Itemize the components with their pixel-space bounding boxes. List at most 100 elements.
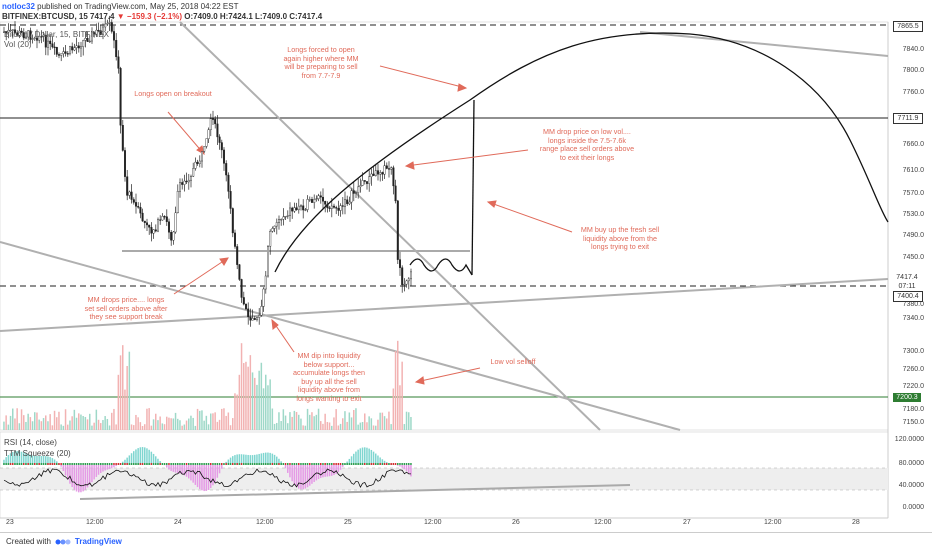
squeeze-dot	[20, 463, 23, 465]
squeeze-dot	[397, 463, 399, 465]
volume-bar	[324, 413, 326, 430]
ttm-bar	[3, 459, 5, 465]
ttm-bar	[221, 465, 223, 469]
candle-body	[174, 212, 177, 233]
candle-body	[7, 30, 10, 33]
ttm-bar	[137, 448, 139, 465]
ttm-bar	[207, 465, 210, 490]
ttm-bar	[300, 465, 302, 490]
squeeze-dot	[221, 463, 223, 465]
ttm-bar	[31, 455, 34, 465]
volume-bar	[372, 425, 375, 430]
note-mm-buy-fresh[interactable]: MM buy up the fresh sell liquidity above…	[580, 225, 660, 252]
ttm-bar	[236, 454, 238, 465]
volume-bar	[302, 425, 304, 430]
squeeze-dot	[333, 463, 335, 465]
ttm-bar	[36, 455, 38, 465]
last-price: 7417.4	[90, 12, 115, 21]
ttm-legend-row[interactable]: TTM Squeeze (20)	[4, 448, 71, 459]
candle-body	[311, 199, 314, 203]
series-title[interactable]: Bitcoin / Dollar, 15, BITFINEX	[4, 30, 109, 39]
ttm-bar	[267, 452, 269, 465]
time-label: 24	[174, 519, 182, 526]
price-label: 7300.0	[902, 348, 924, 355]
rising-trendline[interactable]	[0, 278, 889, 332]
price-candles[interactable]	[3, 15, 413, 327]
volume-bar	[25, 421, 27, 430]
candle-body	[86, 38, 89, 42]
volume-bar	[240, 343, 243, 430]
candle-body	[328, 207, 331, 209]
candle-body	[227, 174, 230, 192]
volume-bar	[293, 410, 296, 430]
squeeze-dot	[258, 463, 260, 465]
squeeze-dot	[295, 463, 298, 465]
volume-bar	[278, 412, 280, 430]
candle-body	[282, 216, 285, 220]
falling-trendline-upper[interactable]	[179, 21, 601, 431]
note-longs-breakout[interactable]: Longs open on breakout	[134, 89, 212, 98]
squeeze-dot	[379, 463, 381, 465]
ttm-bar	[199, 465, 201, 489]
ttm-bar	[18, 451, 21, 465]
squeeze-dot	[403, 463, 406, 465]
squeeze-dot	[276, 463, 278, 465]
volume-bar	[392, 388, 395, 430]
ttm-bar	[247, 454, 249, 465]
author-link[interactable]: notloc32	[2, 2, 35, 11]
ttm-bar	[262, 452, 265, 465]
candle-body	[117, 56, 120, 69]
squeeze-dot	[47, 463, 49, 465]
ttm-bar	[245, 454, 247, 465]
price-chart[interactable]	[0, 0, 932, 532]
note-low-vol-selloff[interactable]: Low vol selloff	[490, 357, 536, 366]
candle-body	[145, 222, 148, 226]
ttm-bar	[234, 455, 236, 465]
ttm-bar	[80, 465, 82, 493]
price-label: 7570.0	[902, 190, 924, 197]
top-trendline[interactable]	[639, 31, 889, 57]
note-longs-forced[interactable]: Longs forced to open again higher where …	[283, 45, 359, 80]
note-mm-drop-low-vol[interactable]: MM drop price on low vol.... longs insid…	[539, 127, 635, 162]
ttm-bar	[366, 447, 368, 465]
ttm-bar	[113, 465, 115, 468]
volume-bar	[249, 355, 252, 430]
candle-body	[196, 161, 199, 164]
squeeze-dot	[174, 463, 177, 465]
ttm-bar	[194, 465, 197, 485]
candle-body	[189, 175, 192, 181]
ttm-bar	[14, 451, 16, 465]
volume-bar	[82, 416, 84, 430]
volume-bar	[350, 417, 353, 430]
squeeze-dot	[34, 463, 36, 465]
note-mm-drops-price[interactable]: MM drops price.... longs set sell orders…	[84, 295, 168, 322]
ttm-bar	[293, 465, 296, 485]
squeeze-dot	[161, 463, 164, 465]
candle-body	[49, 40, 52, 44]
rsi-label: 80.0000	[898, 460, 924, 467]
squeeze-dot	[254, 463, 256, 465]
squeeze-dot	[216, 463, 219, 465]
volume-bar	[95, 409, 98, 430]
candle-body	[366, 181, 369, 184]
candle-body	[203, 146, 206, 152]
volume-bar	[247, 366, 249, 430]
squeeze-dot	[40, 463, 43, 465]
squeeze-dot	[69, 463, 71, 465]
rsi-trendline[interactable]	[79, 484, 631, 500]
volume-bar	[408, 412, 410, 430]
volume-legend[interactable]: Vol (20)	[4, 40, 32, 49]
candle-body	[141, 212, 144, 222]
squeeze-dot	[337, 463, 340, 465]
squeeze-dot	[265, 463, 267, 465]
candle-body	[137, 206, 140, 208]
tradingview-link[interactable]: TradingView	[74, 537, 122, 546]
note-mm-dip[interactable]: MM dip into liquidity below support... a…	[293, 351, 365, 403]
ttm-bar	[361, 447, 364, 465]
projection-curve[interactable]	[274, 32, 889, 273]
squeeze-dot	[324, 463, 326, 465]
rsi-legend-row[interactable]: RSI (14, close)	[4, 437, 71, 448]
squeeze-dot	[141, 463, 144, 465]
ttm-bar	[276, 456, 278, 465]
squeeze-dot	[124, 463, 126, 465]
